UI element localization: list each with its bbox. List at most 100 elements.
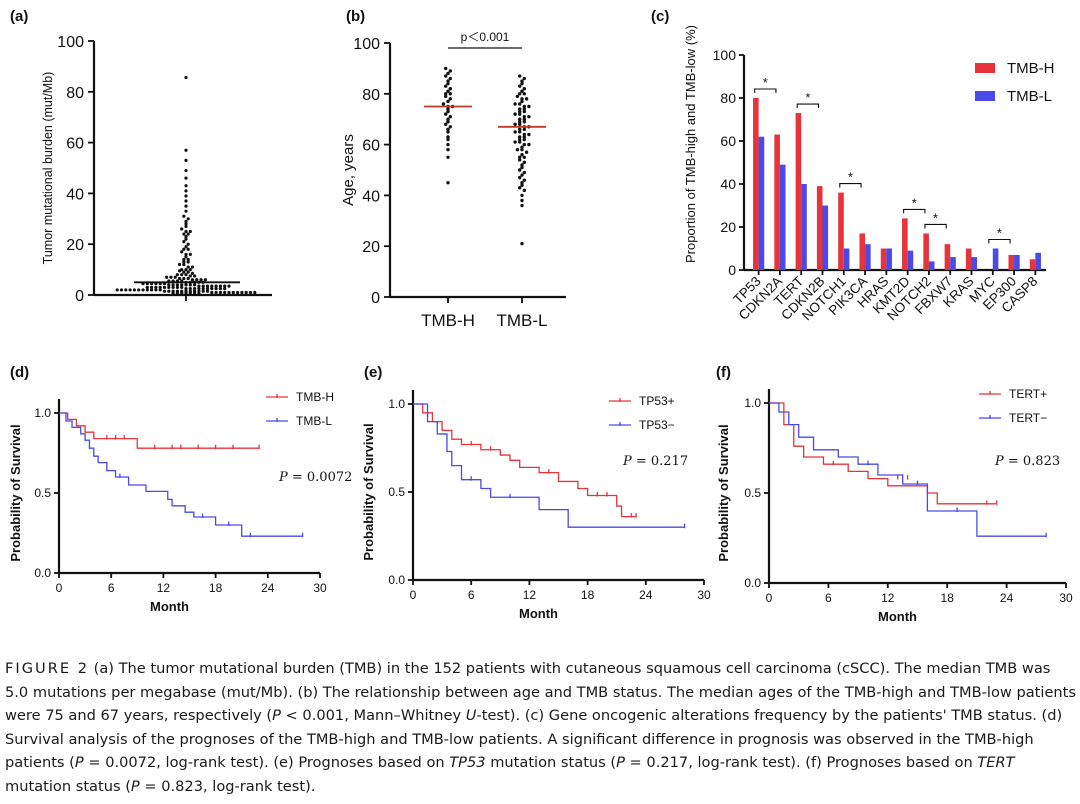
data-point [197,284,201,288]
caption-lead: FIGURE 2 [5,660,89,677]
panel-label-e: (e) [364,364,383,381]
data-point [167,285,171,289]
y-tick-label: 0 [371,290,380,307]
p-letter: P [994,454,1004,469]
caption-p: P [130,777,140,795]
data-point [177,276,182,281]
x-tick-label: 0 [56,581,63,595]
data-point [184,291,188,295]
data-point [184,229,188,234]
data-point [518,109,522,114]
chart-c-gene-bars: 0 20 40 60 80 100 Proportion of TMB-high and T… [683,25,1055,323]
data-point [182,214,186,218]
data-point [195,278,199,282]
data-point [513,112,517,116]
data-point [446,71,450,76]
data-point [446,79,450,83]
data-point [441,102,446,106]
data-point [513,102,517,106]
data-point [522,92,526,96]
data-point [520,145,524,149]
data-point [184,158,188,162]
data-point [520,181,524,185]
data-point [518,137,522,142]
data-point [448,97,452,101]
data-point [169,275,173,279]
bar-tmb-l [843,248,850,270]
legend-label: TMB-H [296,390,334,404]
data-point [513,122,517,126]
p-value-label: P = 0.217 [622,454,688,469]
x-tick-label: 6 [108,581,115,595]
data-point [446,120,450,124]
data-point [188,274,192,278]
legend-label: TERT+ [1009,387,1047,401]
data-point [520,163,524,167]
data-point [180,227,184,231]
data-point [520,79,524,83]
data-point [522,135,526,139]
data-point [520,241,524,246]
y-tick-label: 80 [66,85,84,102]
caption-p: P [616,754,625,772]
legend-label: TERT− [1009,411,1047,425]
survival-curve [413,403,685,528]
data-point [175,285,179,289]
data-point [446,181,450,185]
x-tick-label: 18 [209,581,223,595]
data-point [190,265,195,269]
data-point [203,278,207,282]
data-point [186,217,190,221]
bar-tmb-l [971,257,978,270]
data-point [184,245,188,249]
data-point [184,168,188,173]
data-point [522,107,526,111]
bar-tmb-l [822,205,829,270]
data-point [522,132,526,137]
chart-d-survival-tmb: 0.0 0.5 1.0 0 6 12 18 24 30 Month Probability of S… [8,390,352,614]
data-point [518,130,522,134]
data-point [184,204,188,208]
data-point [446,127,450,132]
data-point [231,290,235,295]
survival-curve [413,403,637,518]
data-point [518,127,522,132]
significance-bracket [924,223,947,229]
data-point [518,112,522,116]
data-point [223,284,227,288]
significance-bracket [796,103,820,109]
x-tick-label: TMB-H [421,311,475,330]
data-point [446,107,450,111]
p-letter: P [278,470,288,485]
data-point [184,194,188,198]
data-point [184,199,188,203]
panel-label-b: (b) [346,8,366,25]
data-point [197,287,201,291]
data-point [184,283,188,287]
data-point [218,287,222,291]
data-point [193,283,197,287]
bar-tmb-l [907,250,914,270]
caption-text: = 0.217, log-rank test). (f) Prognoses b… [624,754,978,772]
data-point [524,150,529,154]
data-point [520,81,524,86]
bar-tmb-h [880,248,887,270]
data-point [522,109,526,114]
bar-tmb-l [865,244,871,270]
significance-star: * [805,90,810,105]
data-point [446,142,450,147]
y-tick-label: 0.5 [34,486,51,500]
survival-curve [59,412,260,449]
bar-tmb-l [992,248,999,270]
data-point [184,234,188,239]
data-point [446,117,450,121]
x-axis-label: Month [878,609,917,624]
data-point [171,285,175,289]
data-point [518,158,522,162]
y-tick-label: 40 [66,186,84,203]
legend-label: TP53+ [639,394,675,408]
x-tick-label: TMB-L [497,311,548,330]
bar-tmb-l [758,136,765,270]
data-point [167,283,171,287]
data-point [184,222,188,226]
